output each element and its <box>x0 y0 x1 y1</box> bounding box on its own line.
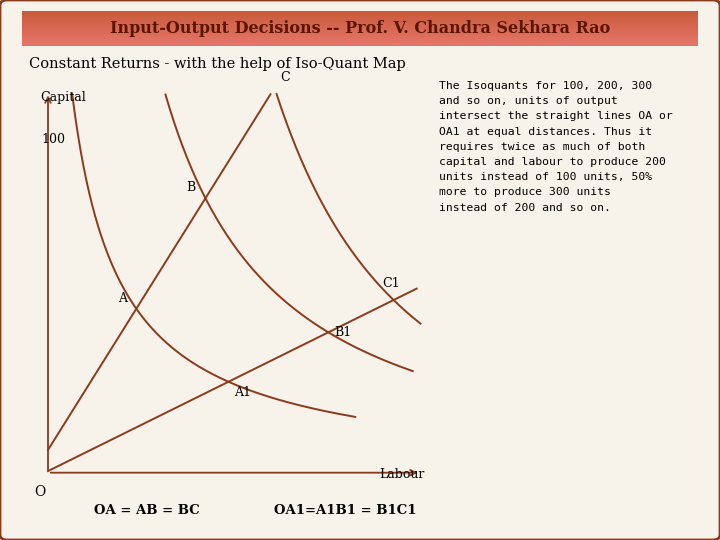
Text: Capital: Capital <box>40 91 86 104</box>
Bar <box>22 26 698 28</box>
Text: OA = AB = BC: OA = AB = BC <box>94 504 199 517</box>
Text: C: C <box>280 71 290 84</box>
Bar <box>22 30 698 32</box>
Bar <box>22 33 698 35</box>
Bar <box>22 18 698 19</box>
Bar <box>22 44 698 46</box>
Text: 100: 100 <box>41 133 66 146</box>
Text: B: B <box>186 181 196 194</box>
Text: A: A <box>118 292 127 305</box>
Text: O: O <box>35 484 46 498</box>
Bar <box>22 36 698 37</box>
Bar <box>22 40 698 42</box>
Bar <box>22 16 698 18</box>
Text: The Isoquants for 100, 200, 300
and so on, units of output
intersect the straigh: The Isoquants for 100, 200, 300 and so o… <box>439 81 673 213</box>
Bar <box>22 19 698 21</box>
Text: C1: C1 <box>382 277 400 290</box>
Text: B1: B1 <box>334 326 351 339</box>
Text: A1: A1 <box>234 386 251 399</box>
Bar <box>22 11 698 12</box>
Text: Labour: Labour <box>379 468 424 481</box>
Bar <box>22 37 698 39</box>
Bar <box>22 32 698 33</box>
Bar <box>22 42 698 44</box>
Bar <box>22 21 698 23</box>
Bar <box>22 25 698 26</box>
Text: Input-Output Decisions -- Prof. V. Chandra Sekhara Rao: Input-Output Decisions -- Prof. V. Chand… <box>110 20 610 37</box>
Text: OA1=A1B1 = B1C1: OA1=A1B1 = B1C1 <box>274 504 416 517</box>
Bar <box>22 28 698 30</box>
Bar <box>22 23 698 25</box>
Text: Constant Returns - with the help of Iso-Quant Map: Constant Returns - with the help of Iso-… <box>29 57 405 71</box>
Bar <box>22 14 698 16</box>
Bar <box>22 39 698 40</box>
Bar <box>22 12 698 14</box>
